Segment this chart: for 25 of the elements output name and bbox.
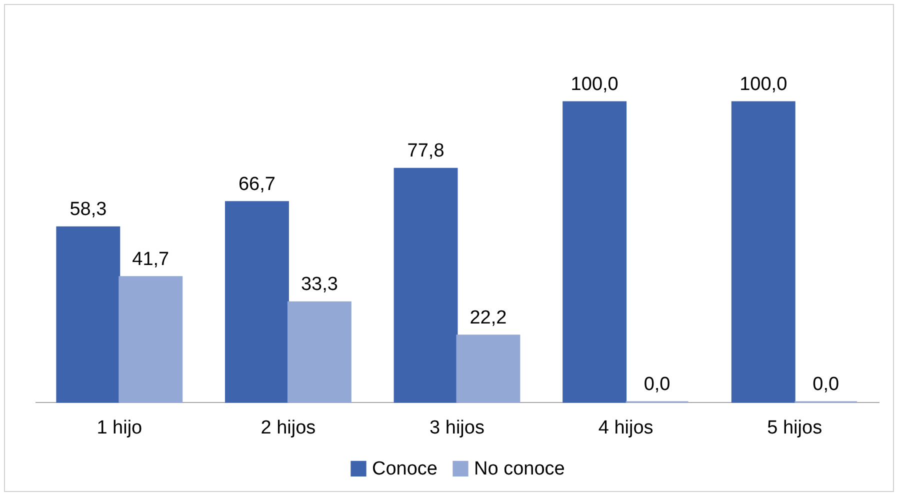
legend-label: No conoce: [474, 458, 565, 480]
bar: [118, 276, 183, 403]
bar: [56, 226, 120, 403]
bar: [731, 101, 796, 403]
data-label: 33,3: [300, 274, 338, 296]
data-label: 100,0: [570, 74, 618, 95]
data-label: 0,0: [812, 374, 840, 395]
data-label: 22,2: [470, 307, 507, 328]
data-label: 100,0: [740, 74, 788, 95]
data-label: 58,3: [70, 199, 107, 220]
bar: [287, 301, 352, 403]
x-tick-label: 3 hijos: [430, 418, 484, 438]
bar: [562, 101, 627, 403]
bar: [224, 201, 289, 403]
x-tick-label: 5 hijos: [767, 418, 822, 438]
bar: [394, 168, 458, 403]
data-label: 41,7: [132, 248, 170, 270]
x-tick-label: 2 hijos: [260, 418, 316, 438]
x-tick-label: 1 hijo: [96, 418, 142, 438]
data-label: 77,8: [407, 140, 444, 162]
data-label: 0,0: [644, 374, 670, 395]
bar: [456, 334, 520, 403]
legend-label: Conoce: [372, 458, 438, 480]
data-label: 66,7: [238, 174, 276, 195]
x-tick-label: 4 hijos: [598, 418, 654, 438]
